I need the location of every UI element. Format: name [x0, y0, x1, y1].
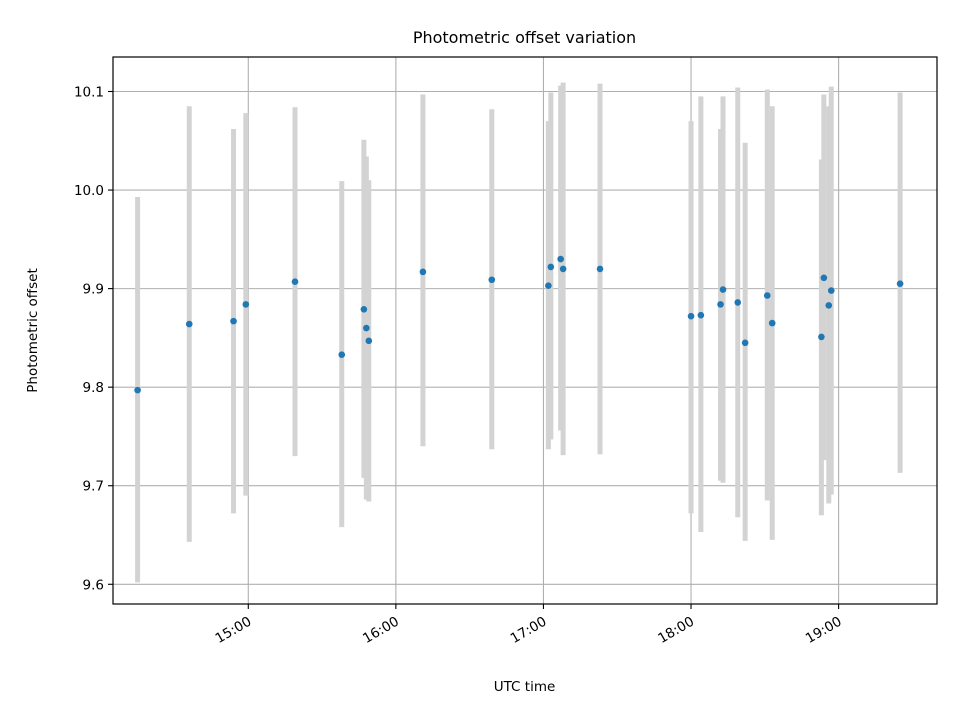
y-tick-label: 9.6 — [83, 577, 104, 593]
data-point — [825, 302, 833, 309]
x-tick-label: 15:00 — [213, 614, 255, 647]
data-point — [291, 278, 299, 286]
y-axis: 9.6 9.7 9.8 9.9 10.0 10.1 — [74, 84, 113, 593]
x-tick-label: 16:00 — [360, 614, 402, 647]
data-point — [360, 306, 368, 313]
data-point — [365, 337, 373, 345]
data-point — [896, 280, 904, 287]
data-point — [596, 265, 604, 273]
x-axis: 15:00 16:00 17:00 18:00 19:00 — [213, 604, 845, 647]
plot-frame — [112, 56, 938, 605]
data-point — [820, 274, 828, 282]
x-tick-label: 18:00 — [655, 614, 697, 647]
data-point — [687, 312, 695, 320]
data-point — [363, 324, 370, 332]
y-axis-label: Photometric offset — [25, 268, 41, 392]
data-point — [134, 386, 141, 394]
data-points — [134, 255, 904, 394]
data-point — [557, 255, 564, 263]
error-bars — [135, 82, 903, 583]
data-point — [338, 351, 346, 358]
data-point — [547, 263, 555, 271]
data-point — [768, 319, 776, 327]
y-tick-label: 10.0 — [74, 183, 104, 199]
data-point — [545, 282, 552, 289]
data-point — [488, 276, 496, 284]
x-tick-label: 19:00 — [803, 614, 845, 647]
data-point — [734, 299, 742, 306]
data-point — [185, 320, 193, 328]
data-point — [818, 333, 825, 341]
data-point — [741, 339, 749, 347]
x-axis-label: UTC time — [494, 679, 556, 695]
data-point — [763, 292, 771, 299]
data-point — [717, 301, 724, 308]
data-point — [230, 317, 237, 325]
data-point — [242, 301, 250, 308]
y-tick-label: 9.8 — [83, 380, 104, 396]
y-tick-label: 9.9 — [83, 282, 104, 298]
data-point — [419, 268, 427, 276]
data-point — [697, 311, 705, 319]
chart-title: Photometric offset variation — [413, 28, 636, 47]
data-point — [719, 286, 727, 293]
data-point — [827, 287, 835, 294]
x-tick-label: 17:00 — [508, 614, 550, 647]
y-tick-label: 10.1 — [74, 84, 104, 100]
y-tick-label: 9.7 — [83, 479, 104, 495]
data-point — [559, 265, 567, 273]
grid — [113, 57, 937, 604]
